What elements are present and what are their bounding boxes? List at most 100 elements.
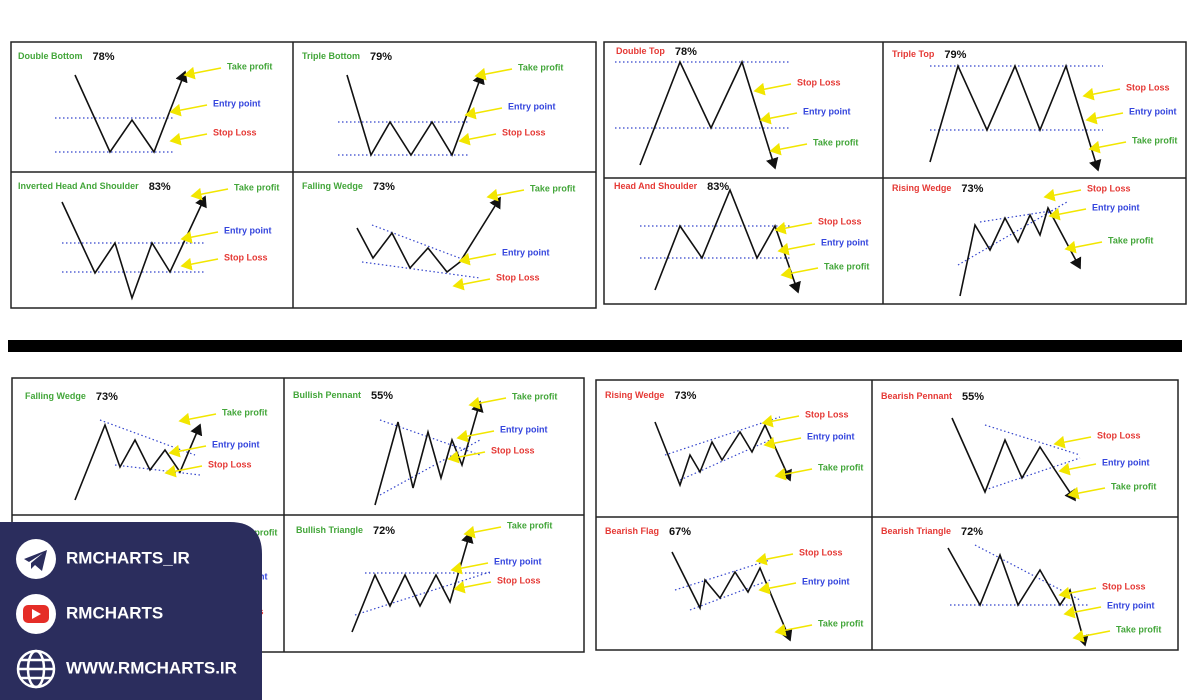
label-arrow [190,187,229,201]
pattern-name: Bullish Triangle [296,525,363,535]
level-label: Stop Loss [497,575,541,585]
label-arrow [1082,87,1121,101]
social-link[interactable]: WWW.RMCHARTS.IR [66,658,237,677]
label-arrow [169,103,208,117]
level-label: Stop Loss [213,127,257,137]
level-label: Entry point [1129,106,1177,116]
pattern-panel: Double Bottom 78% Take profit Entry point St… [18,51,272,154]
pattern-name: Rising Wedge [892,183,951,193]
panel-title: Triple Bottom 79% [302,51,392,63]
level-label: Stop Loss [1126,82,1170,92]
level-label: Stop Loss [1097,430,1141,440]
success-rate: 78% [675,46,697,58]
price-path [346,72,485,158]
social-link[interactable]: RMCHARTS [66,603,163,622]
success-rate: 83% [707,181,729,193]
panel-title: Double Top 78% [616,46,697,58]
pattern-name: Head And Shoulder [614,181,698,191]
success-rate: 83% [149,181,171,193]
level-label: Entry point [1107,600,1155,610]
panel-title: Inverted Head And Shoulder 83% [18,181,171,193]
label-arrow [458,132,497,146]
level-label: Take profit [1108,235,1153,245]
label-arrow [755,552,794,566]
social-overlay: RMCHARTS_IR RMCHARTS WWW.RMCHARTS.IR [0,522,262,700]
label-arrow [458,252,497,266]
label-arrow [759,111,798,125]
label-arrow [1043,188,1082,202]
level-label: Entry point [807,431,855,441]
label-arrow [169,132,208,146]
social-link[interactable]: RMCHARTS_IR [66,548,190,567]
success-rate: 79% [944,49,966,61]
level-label: Entry point [213,98,261,108]
price-path [351,531,474,633]
panel-title: Bullish Pennant 55% [293,390,393,402]
price-path [654,421,792,488]
globe-icon[interactable] [16,649,56,689]
label-arrow [164,464,203,478]
panel-title: Head And Shoulder 83% [614,181,729,193]
level-label: Take profit [824,261,869,271]
guide-line [361,261,481,279]
label-arrow [464,106,503,120]
label-arrow [180,257,219,271]
pattern-name: Bearish Triangle [881,526,951,536]
guide-line [984,424,1081,456]
pattern-panel: Falling Wedge 73% Take profit Entry point St… [25,391,267,501]
panel-title: Bullish Triangle 72% [296,525,395,537]
pattern-name: Triple Top [892,49,935,59]
level-label: Entry point [803,106,851,116]
label-arrow [753,82,792,96]
pattern-name: Double Top [616,46,665,56]
success-rate: 78% [93,51,115,63]
level-label: Take profit [1132,135,1177,145]
level-label: Entry point [212,439,260,449]
label-arrow [1072,629,1111,643]
level-label: Stop Loss [502,127,546,137]
level-label: Take profit [222,407,267,417]
success-rate: 55% [962,391,984,403]
label-arrow [183,66,222,80]
level-label: Take profit [507,520,552,530]
pattern-name: Bearish Pennant [881,391,952,401]
label-arrow [774,623,813,637]
success-rate: 73% [674,390,696,402]
level-label: Entry point [508,101,556,111]
level-label: Stop Loss [799,547,843,557]
success-rate: 73% [96,391,118,403]
guide-line [354,571,491,616]
level-label: Entry point [494,556,542,566]
level-label: Stop Loss [797,77,841,87]
label-arrow [763,436,802,450]
label-arrow [486,188,525,202]
price-path [951,417,1076,502]
level-label: Take profit [518,62,563,72]
panel-title: Rising Wedge 73% [605,390,697,402]
price-path [356,196,501,274]
label-arrow [1063,605,1102,619]
label-arrow [447,450,486,464]
level-label: Take profit [1116,624,1161,634]
telegram-icon[interactable] [16,539,56,579]
pattern-panel: Head And Shoulder 83% Stop Loss Entry point… [614,181,869,294]
pattern-panel: Falling Wedge 73% Take profit Entry point St… [302,181,575,291]
guide-line [984,457,1081,491]
level-label: Stop Loss [208,459,252,469]
level-label: Stop Loss [1102,581,1146,591]
guide-line [664,416,781,456]
success-rate: 72% [961,526,983,538]
level-label: Take profit [1111,481,1156,491]
pattern-name: Bullish Pennant [293,390,361,400]
price-path [654,187,801,294]
pattern-name: Falling Wedge [302,181,363,191]
level-label: Entry point [502,247,550,257]
guide-line [114,464,201,476]
youtube-icon[interactable] [16,594,56,634]
label-arrow [1058,462,1097,476]
panel-title: Bearish Pennant 55% [881,391,984,403]
label-arrow [463,525,502,539]
guide-line [371,224,471,263]
guide-line [979,209,1058,223]
